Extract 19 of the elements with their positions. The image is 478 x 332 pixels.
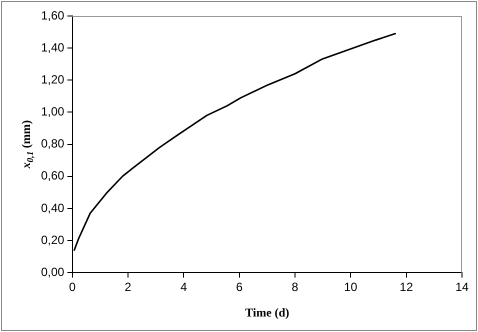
x-tick-label: 10: [344, 280, 358, 294]
y-tick-label: 0,00: [40, 264, 65, 279]
y-tick-label: 1,60: [40, 8, 65, 22]
x-axis-title: Time (d): [245, 306, 290, 320]
y-axis-title: x0,1 (mm): [19, 120, 35, 170]
x-tick-label: 14: [455, 280, 469, 294]
x-tick-label: 6: [236, 280, 243, 294]
y-tick-label: 1,40: [40, 40, 65, 54]
x-tick-label: 4: [180, 280, 188, 294]
x-tick-label: 12: [400, 280, 414, 294]
y-tick-label: 1,20: [40, 72, 65, 86]
y-tick-label: 1,00: [40, 104, 65, 119]
y-tick-label: 0,20: [40, 232, 65, 247]
y-tick-label: 0,80: [40, 136, 65, 151]
x-tick-label: 8: [292, 280, 299, 294]
y-tick-label: 0,40: [40, 200, 65, 215]
y-tick-label: 0,60: [40, 168, 65, 183]
x-tick-label: 2: [124, 280, 132, 294]
x-tick-label: 0: [69, 280, 76, 294]
